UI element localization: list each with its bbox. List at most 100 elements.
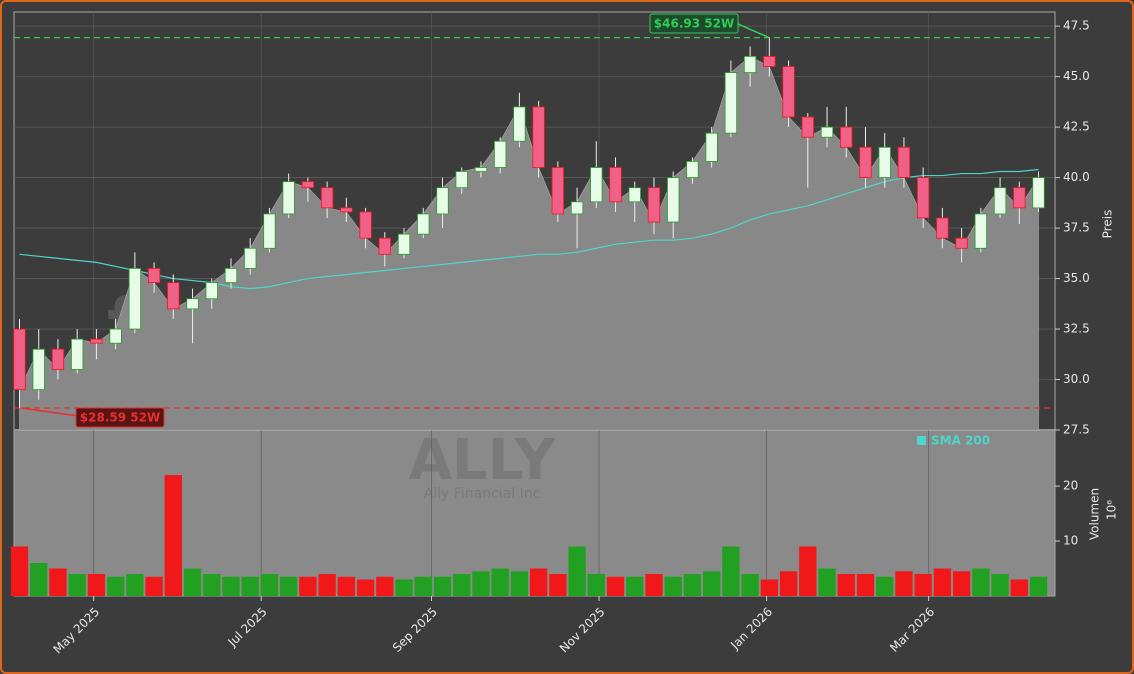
volume-bar [549,574,567,596]
candle-body [263,213,276,249]
volume-bar [68,574,86,596]
candle-body [590,167,603,203]
volume-tick-label: 20 [1063,479,1078,493]
volume-tick-label: 10 [1063,534,1078,548]
volume-bar [876,576,894,596]
volume-bar [10,546,29,596]
candle-body [763,56,776,67]
volume-bar [933,568,952,596]
legend-swatch [917,436,926,445]
annotation-box [75,407,165,428]
candle-body [493,140,507,168]
candle-body [570,201,584,215]
volume-bar [222,576,240,596]
candle-body [51,348,65,370]
candle-body [840,126,853,148]
candle-body [667,177,680,223]
volume-bar [991,574,1009,596]
x-tick-label: Sep 2025 [390,605,440,655]
candle-body [724,72,738,134]
volume-bar [106,576,125,596]
y-tick-label: 35.0 [1063,271,1090,285]
y-tick-label: 30.0 [1063,372,1090,386]
volume-bar [664,576,682,596]
volume-bar [183,568,202,596]
candle-body [686,161,699,178]
candle-body [820,126,834,138]
volume-axis-label: Volumen [1088,488,1102,540]
annotation-label: $46.93 52W [654,17,734,31]
candle-body [993,187,1007,215]
volume-bar [703,571,721,596]
y-tick-label: 47.5 [1063,19,1090,33]
candle-body [647,187,661,223]
volume-bar [510,571,529,596]
candle-body [436,187,449,215]
volume-bar [626,576,644,596]
candle-body [609,167,622,203]
annotation-arrow [21,407,79,417]
volume-bar [87,574,106,596]
candle-body [455,171,468,189]
x-tick-label: Jan 2026 [727,605,775,653]
candle-body [224,268,238,283]
legend-label: SMA 200 [931,434,990,448]
volume-bar [722,546,740,596]
x-tick-label: May 2025 [51,605,103,657]
volume-bar [241,576,259,596]
candle-body [13,328,26,391]
candle-body [282,181,295,215]
volume-bar [414,576,432,596]
volume-bar [395,579,413,596]
price-area [19,56,1039,431]
candle-body [955,237,968,249]
x-tick-label: Nov 2025 [557,605,608,656]
candle-body [128,268,142,330]
volume-bar [376,576,394,596]
volume-bar [453,574,471,596]
volume-bar [126,574,144,596]
y-tick-label: 40.0 [1063,170,1090,184]
candle-body [532,106,545,168]
volume-bar [491,568,509,596]
volume-bar [318,574,336,596]
candle-body [743,56,757,73]
y-tick-label: 27.5 [1063,423,1090,437]
candle-body [359,211,372,239]
candle-body [897,146,911,178]
volume-bar [645,574,663,596]
volume-bar [818,568,836,596]
annotation-label: $28.59 52W [80,411,160,425]
candle-body [32,348,45,391]
candle-body [916,177,930,219]
volume-bar [472,571,490,596]
candle-body [109,328,122,344]
y-tick-label: 45.0 [1063,69,1090,83]
volume-bar [914,574,932,596]
candle-body [1013,187,1026,209]
y-tick-label: 42.5 [1063,120,1090,134]
y-axis-label: Preis [1101,210,1115,239]
volume-bar [356,579,375,596]
candle-body [320,187,334,209]
volume-bar [337,576,356,596]
candle-body [859,146,872,178]
volume-bar [683,574,702,596]
volume-bar [529,568,548,596]
volume-bar [164,475,182,596]
sma-line [19,168,1039,290]
volume-bar [760,579,778,596]
candle-body [474,167,488,172]
candle-body [974,213,988,249]
volume-bar [49,568,67,596]
x-tick-label: Jul 2025 [225,605,270,650]
candle-body [936,217,949,239]
volume-panel [14,430,1055,596]
volume-bar [856,574,875,596]
candle-body [205,282,218,300]
candle-body [397,233,411,255]
volume-bar [145,576,163,596]
volume-bar [299,576,317,596]
candle-body [513,106,526,142]
x-tick-label: Mar 2026 [887,605,937,655]
